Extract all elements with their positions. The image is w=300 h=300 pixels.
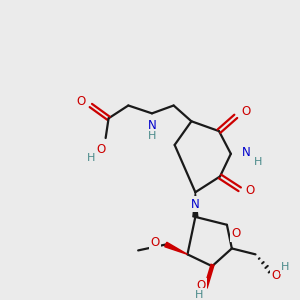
Text: N: N <box>191 198 200 211</box>
Text: O: O <box>196 279 206 292</box>
Text: H: H <box>281 262 289 272</box>
Text: N: N <box>148 119 156 132</box>
Text: O: O <box>231 227 240 240</box>
Text: H: H <box>254 157 262 167</box>
Text: H: H <box>87 153 95 163</box>
Text: O: O <box>96 143 105 156</box>
Text: O: O <box>241 105 250 118</box>
Text: O: O <box>272 268 281 282</box>
Text: O: O <box>76 95 85 108</box>
Text: O: O <box>150 236 160 249</box>
Text: O: O <box>245 184 254 197</box>
Text: H: H <box>195 290 203 300</box>
Text: N: N <box>242 146 251 159</box>
Text: H: H <box>148 131 156 141</box>
Polygon shape <box>193 192 198 217</box>
Polygon shape <box>165 242 188 254</box>
